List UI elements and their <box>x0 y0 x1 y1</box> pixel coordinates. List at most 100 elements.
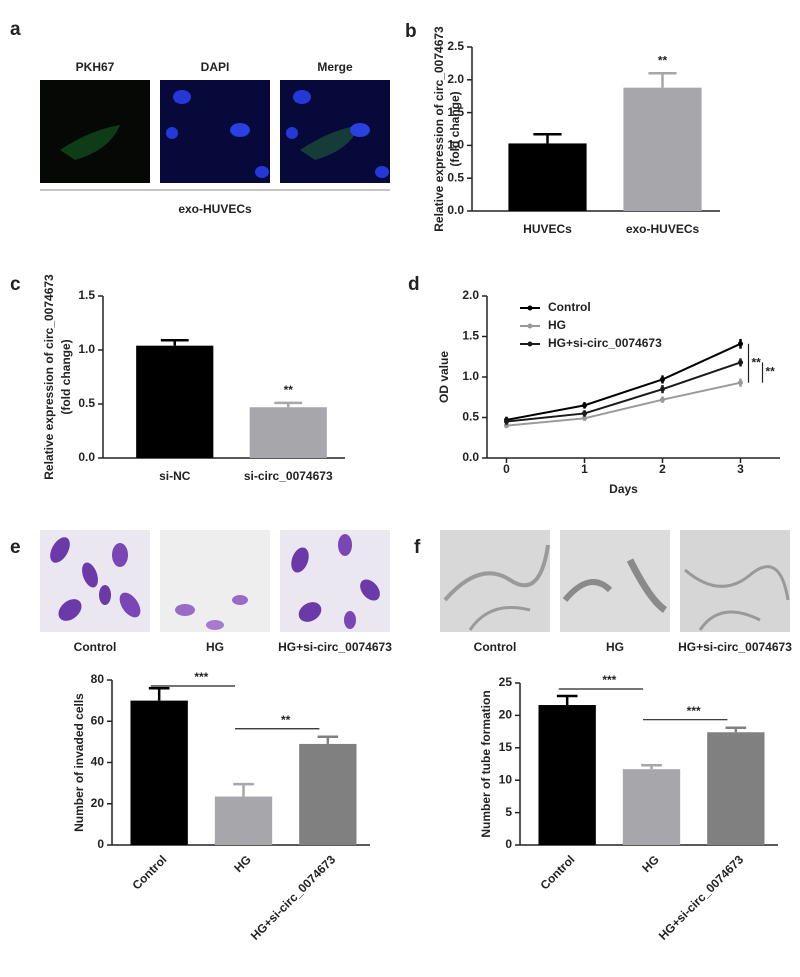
x-tick-label: Control <box>537 852 577 892</box>
y-tick-label: 1.5 <box>462 329 479 343</box>
y-tick-label: 10 <box>499 772 513 786</box>
y-tick-label: 0.5 <box>447 170 464 184</box>
y-tick-label: 20 <box>91 796 105 810</box>
marker <box>504 419 509 425</box>
bar <box>136 345 214 458</box>
comparison-label: *** <box>602 673 616 687</box>
comparison-label: *** <box>194 670 208 684</box>
panel-letter: e <box>10 537 21 558</box>
significance-label: ** <box>284 383 294 397</box>
series-line <box>506 361 741 423</box>
x-tick-label: 0 <box>503 462 510 476</box>
significance-label: ** <box>752 355 762 369</box>
marker <box>738 359 743 365</box>
y-tick-label: 1.0 <box>462 369 479 383</box>
marker <box>660 397 665 403</box>
panel-letter: f <box>414 537 421 558</box>
image-label: HG+si-circ_0074673 <box>678 640 792 654</box>
y-tick-label: 0.0 <box>462 450 479 464</box>
x-tick-label: 3 <box>737 462 744 476</box>
y-tick-label: 0.0 <box>78 450 95 464</box>
x-tick-label: HUVECs <box>523 222 572 236</box>
significance-label: ** <box>658 53 668 67</box>
y-axis-label: Number of tube formation <box>479 690 493 837</box>
y-tick-label: 0 <box>97 837 104 851</box>
marker <box>738 380 743 386</box>
image-label: Control <box>74 640 117 654</box>
legend-marker <box>527 305 533 311</box>
bar <box>538 705 596 845</box>
x-tick-label: HG <box>639 852 662 875</box>
y-axis-label: (fold change) <box>448 91 462 166</box>
x-tick-label: si-NC <box>159 469 191 483</box>
legend-label: Control <box>548 300 591 314</box>
x-tick-label: HG+si-circ_0074673 <box>248 852 339 943</box>
image-label: HG <box>206 640 224 654</box>
y-axis-label: (fold change) <box>59 339 73 414</box>
bar <box>299 743 357 845</box>
bar <box>707 732 765 845</box>
panel-letter: a <box>10 19 21 40</box>
y-axis-label: Relative expression of circ_0074673 <box>42 274 56 480</box>
significance-label: ** <box>766 365 776 379</box>
image-label: HG <box>606 640 624 654</box>
bar <box>249 407 327 458</box>
comparison-label: *** <box>687 704 701 718</box>
y-tick-label: 20 <box>499 708 513 722</box>
panel-letter: b <box>405 21 417 42</box>
y-tick-label: 25 <box>499 675 513 689</box>
microscopy-images <box>40 80 390 191</box>
y-tick-label: 1.0 <box>447 138 464 152</box>
y-axis-label: Number of invaded cells <box>72 693 86 832</box>
legend-marker <box>527 341 533 347</box>
marker <box>738 341 743 347</box>
x-tick-label: 1 <box>581 462 588 476</box>
x-tick-label: exo-HUVECs <box>626 222 700 236</box>
y-tick-label: 2.0 <box>447 72 464 86</box>
y-tick-label: 80 <box>91 672 105 686</box>
x-tick-label: 2 <box>659 462 666 476</box>
legend-label: HG+si-circ_0074673 <box>548 336 662 350</box>
y-tick-label: 15 <box>499 740 513 754</box>
y-tick-label: 40 <box>91 755 105 769</box>
group-label: exo-HUVECs <box>178 202 252 216</box>
panel-letter: d <box>408 274 420 295</box>
y-tick-label: 2.0 <box>462 288 479 302</box>
x-tick-label: si-circ_0074673 <box>244 469 333 483</box>
transwell-images <box>40 530 390 632</box>
image-label: PKH67 <box>76 60 115 74</box>
bar <box>623 87 702 211</box>
x-tick-label: Control <box>129 852 169 892</box>
series-line <box>506 381 741 427</box>
x-axis-label: Days <box>609 482 638 496</box>
panel-letter: c <box>10 274 21 295</box>
y-tick-label: 1.5 <box>447 105 464 119</box>
legend-label: HG <box>548 318 566 332</box>
y-tick-label: 2.5 <box>447 39 464 53</box>
image-label: Control <box>474 640 517 654</box>
tube-images <box>440 530 790 632</box>
marker <box>582 415 587 421</box>
image-label: DAPI <box>201 60 230 74</box>
image-label: HG+si-circ_0074673 <box>278 640 392 654</box>
y-tick-label: 0.0 <box>447 203 464 217</box>
y-tick-label: 0 <box>505 837 512 851</box>
y-tick-label: 60 <box>91 713 105 727</box>
marker <box>582 410 587 416</box>
bar <box>214 796 273 845</box>
bar <box>508 143 587 211</box>
y-tick-label: 0.5 <box>462 410 479 424</box>
marker <box>582 402 587 408</box>
x-tick-label: HG+si-circ_0074673 <box>656 852 747 943</box>
y-axis-label: Relative expression of circ_0074673 <box>432 26 446 232</box>
y-tick-label: 1.0 <box>78 342 95 356</box>
marker <box>660 386 665 392</box>
y-tick-label: 0.5 <box>78 396 95 410</box>
y-axis-label: OD value <box>437 351 451 403</box>
bar <box>130 700 188 845</box>
y-tick-label: 5 <box>505 805 512 819</box>
image-label: Merge <box>317 60 353 74</box>
legend-marker <box>527 323 533 329</box>
y-tick-label: 1.5 <box>78 288 95 302</box>
